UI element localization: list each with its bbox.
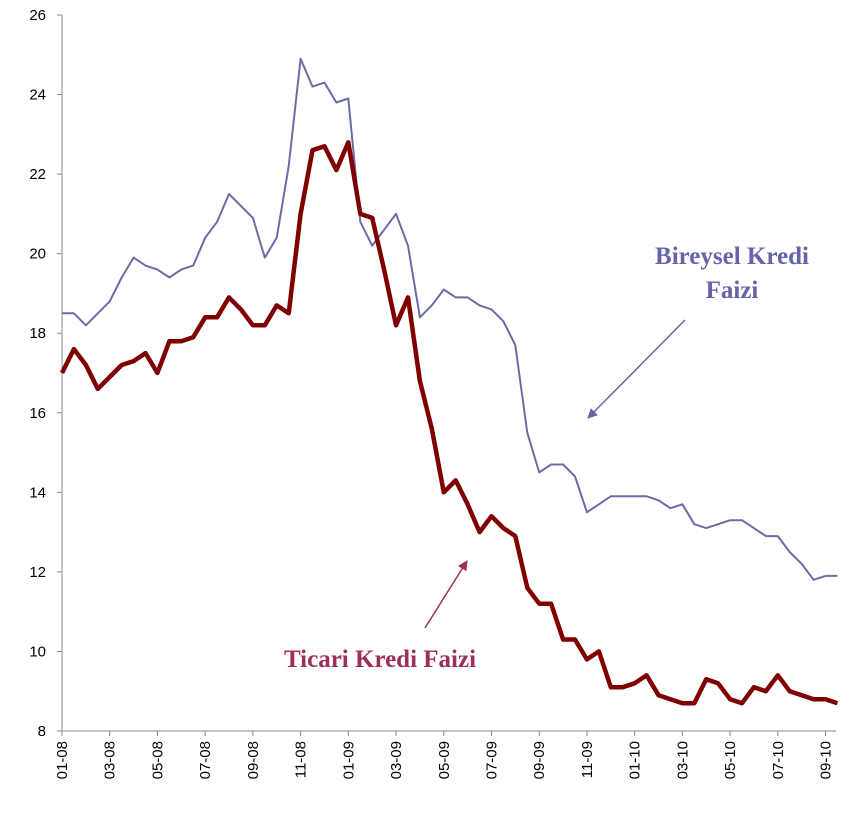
x-tick-label: 03-10	[674, 741, 691, 779]
x-tick-label: 03-08	[102, 741, 119, 779]
x-tick-label: 09-10	[818, 741, 835, 779]
y-tick-label: 16	[29, 405, 46, 422]
series-line	[62, 57, 838, 581]
x-tick-label: 05-10	[722, 741, 739, 779]
x-tick-label: 11-09	[579, 741, 596, 778]
y-tick-label: 12	[29, 564, 46, 581]
y-tick-label: 24	[29, 87, 46, 104]
x-tick-label: 01-09	[340, 741, 357, 779]
x-tick-label: 09-09	[531, 741, 548, 779]
series-line	[59, 140, 839, 706]
x-tick-label: 05-09	[436, 741, 453, 779]
y-tick-label: 18	[29, 325, 46, 342]
annotation: Faizi	[706, 277, 759, 304]
y-tick-label: 22	[29, 166, 46, 183]
y-tick-label: 14	[29, 484, 46, 501]
x-tick-label: 07-09	[483, 741, 500, 779]
annotation-arrow	[424, 560, 468, 629]
annotation-arrow	[587, 319, 686, 419]
annotation: Ticari Kredi Faizi	[284, 646, 476, 673]
x-tick-label: 03-09	[388, 741, 405, 779]
x-tick-label: 07-08	[197, 741, 214, 779]
y-tick-label: 10	[29, 643, 46, 660]
y-tick-label: 8	[38, 723, 46, 740]
x-tick-label: 05-08	[149, 741, 166, 779]
x-tick-label: 07-10	[770, 741, 787, 779]
annotation: Bireysel Kredi	[655, 243, 809, 270]
x-tick-label: 11-08	[293, 741, 310, 778]
x-tick-label: 01-10	[627, 741, 644, 779]
y-tick-label: 20	[29, 246, 46, 263]
y-tick-label: 26	[29, 7, 46, 24]
x-tick-label: 09-08	[245, 741, 262, 779]
x-tick-label: 01-08	[54, 741, 71, 779]
